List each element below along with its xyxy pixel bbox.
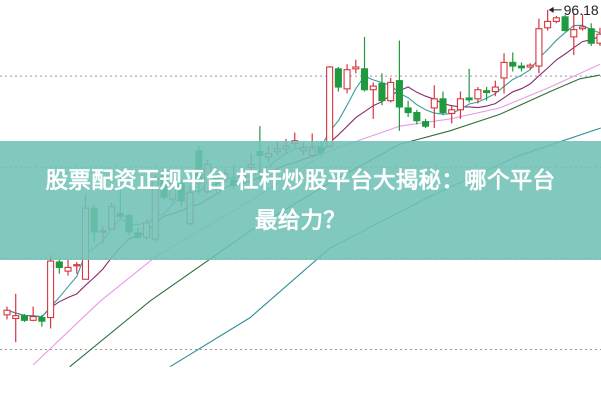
candle-up: [500, 53, 508, 94]
candle-body: [570, 29, 578, 38]
banner-title-line2: 最给力？: [254, 207, 347, 234]
candle-body: [387, 81, 395, 102]
candle-body: [587, 28, 595, 44]
candle-up: [352, 59, 360, 74]
banner-title-line1: 股票配资正规平台 杠杆炒股平台大揭秘：哪个平台: [45, 167, 556, 194]
candle-down: [465, 68, 473, 103]
candle-up: [343, 64, 351, 94]
candle-body: [47, 260, 55, 319]
candle-up: [73, 261, 81, 274]
candles: [3, 9, 601, 343]
candle-body: [352, 66, 360, 70]
candle-body: [456, 98, 464, 111]
candle-body: [526, 64, 534, 68]
candle-up: [456, 91, 464, 119]
candle-body: [422, 121, 430, 127]
candle-body: [430, 98, 438, 109]
candle-body: [343, 69, 351, 90]
candle-up: [474, 87, 482, 104]
candle-up: [448, 105, 456, 124]
candle-body: [596, 33, 601, 44]
candle-up: [47, 254, 55, 329]
candle-body: [38, 316, 46, 322]
candle-down: [404, 100, 412, 118]
candle-down: [395, 40, 403, 131]
candle-down: [517, 62, 526, 72]
candle-up: [570, 14, 578, 56]
candle-down: [413, 109, 421, 125]
title-banner: 股票配资正规平台 杠杆炒股平台大揭秘：哪个平台 最给力？: [0, 141, 601, 260]
candle-body: [474, 89, 482, 100]
candle-up: [526, 63, 534, 70]
candle-body: [55, 261, 63, 269]
candle-down: [439, 91, 447, 116]
ma30-line: [69, 74, 601, 368]
candle-up: [535, 18, 543, 74]
candle-up: [12, 293, 20, 343]
candle-body: [517, 65, 526, 69]
candle-body: [500, 61, 508, 79]
candle-body: [12, 315, 20, 320]
candle-up: [3, 306, 11, 320]
candle-body: [369, 85, 377, 91]
ma20-line: [32, 63, 601, 366]
candle-body: [552, 17, 560, 22]
candle-body: [378, 82, 386, 102]
candle-down: [55, 259, 63, 274]
candle-body: [326, 66, 334, 147]
candle-body: [29, 316, 37, 321]
candle-up: [544, 9, 552, 31]
candle-body: [404, 107, 412, 114]
candle-body: [509, 61, 517, 67]
candle-down: [378, 73, 386, 106]
candle-up: [369, 82, 377, 119]
candle-up: [430, 85, 438, 128]
candle-down: [483, 87, 491, 101]
candle-down: [422, 118, 430, 128]
candle-body: [561, 16, 569, 32]
candle-down: [38, 314, 46, 327]
high-price-marker: 96.18: [548, 2, 599, 18]
candle-up: [552, 15, 560, 24]
candle-up: [387, 77, 395, 103]
candle-body: [448, 109, 456, 114]
candle-body: [3, 309, 11, 316]
candle-up: [578, 14, 587, 31]
candle-up: [29, 306, 37, 322]
candle-body: [334, 68, 342, 88]
candle-up: [596, 27, 601, 46]
candle-down: [509, 52, 517, 72]
high-price-label: 96.18: [564, 2, 599, 18]
candle-body: [535, 28, 543, 67]
candle-body: [483, 90, 491, 94]
candle-body: [544, 20, 552, 29]
candle-body: [73, 264, 81, 267]
candle-body: [395, 80, 403, 108]
candle-up: [326, 66, 334, 149]
candle-body: [413, 112, 421, 122]
candle-body: [491, 86, 499, 93]
candle-body: [20, 315, 28, 321]
candle-down: [561, 15, 569, 32]
candle-down: [334, 67, 342, 92]
candle-body: [578, 26, 587, 30]
candle-body: [360, 68, 369, 91]
candle-body: [439, 98, 447, 114]
high-arrow-icon: [548, 6, 554, 13]
candle-down: [587, 23, 595, 46]
candle-up: [491, 80, 499, 97]
candle-body: [64, 266, 72, 272]
candle-body: [465, 97, 473, 101]
candle-down: [20, 313, 28, 323]
candle-up: [64, 259, 72, 276]
candle-down: [360, 36, 369, 92]
